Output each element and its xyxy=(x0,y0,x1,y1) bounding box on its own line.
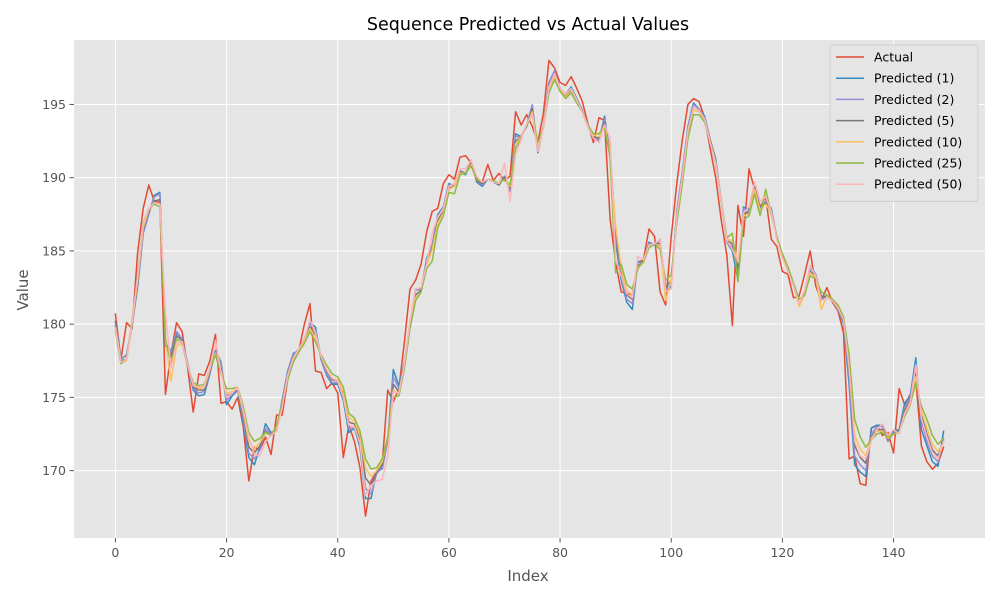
x-tick-label: 120 xyxy=(770,545,794,560)
legend-label: Predicted (2) xyxy=(874,92,954,107)
chart-title: Sequence Predicted vs Actual Values xyxy=(367,15,689,35)
x-tick-label: 20 xyxy=(219,545,235,560)
x-axis-ticks: 0 20 40 60 80 100 120 140 xyxy=(111,538,906,560)
legend-label: Actual xyxy=(874,50,913,65)
y-axis-ticks: 170 175 180 185 190 195 xyxy=(42,97,74,478)
legend-label: Predicted (50) xyxy=(874,177,962,192)
y-axis-label: Value xyxy=(14,269,32,310)
x-tick-label: 140 xyxy=(882,545,906,560)
x-tick-label: 0 xyxy=(111,545,119,560)
legend-label: Predicted (10) xyxy=(874,134,962,149)
legend-box xyxy=(829,44,979,202)
y-tick-label: 175 xyxy=(42,390,66,405)
series-lines xyxy=(114,59,945,517)
y-tick-label: 195 xyxy=(42,97,66,112)
legend-label: Predicted (1) xyxy=(874,71,954,86)
x-axis-label: Index xyxy=(507,567,548,585)
x-tick-label: 100 xyxy=(659,545,683,560)
grid xyxy=(74,40,985,538)
y-tick-label: 190 xyxy=(42,170,66,185)
legend-label: Predicted (25) xyxy=(874,156,962,171)
x-tick-label: 60 xyxy=(441,545,457,560)
y-tick-label: 180 xyxy=(42,317,66,332)
y-tick-label: 170 xyxy=(42,463,66,478)
y-tick-label: 185 xyxy=(42,243,66,258)
x-tick-label: 80 xyxy=(552,545,568,560)
x-tick-label: 40 xyxy=(330,545,346,560)
series-line-predicted-50 xyxy=(114,72,945,497)
legend: Actual Predicted (1) Predicted (2) Predicte… xyxy=(829,44,979,202)
legend-label: Predicted (5) xyxy=(874,113,954,128)
